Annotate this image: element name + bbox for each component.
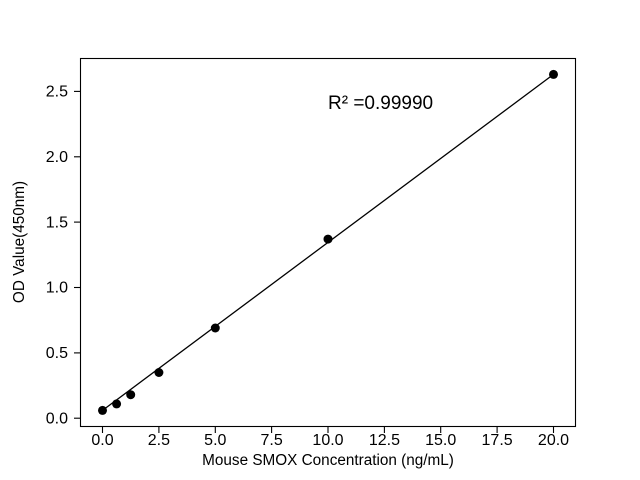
svg-text:2.0: 2.0 [46, 149, 68, 166]
svg-text:0.0: 0.0 [46, 411, 68, 428]
svg-text:7.5: 7.5 [260, 432, 282, 449]
svg-text:17.5: 17.5 [482, 432, 513, 449]
svg-text:10.0: 10.0 [312, 432, 343, 449]
svg-text:R² =0.99990: R² =0.99990 [328, 93, 433, 114]
svg-text:OD Value(450nm): OD Value(450nm) [11, 181, 28, 303]
svg-text:1.5: 1.5 [46, 214, 68, 231]
svg-text:2.5: 2.5 [46, 84, 68, 101]
svg-text:0.0: 0.0 [91, 432, 113, 449]
svg-text:12.5: 12.5 [369, 432, 400, 449]
svg-text:1.0: 1.0 [46, 280, 68, 297]
svg-text:2.5: 2.5 [148, 432, 170, 449]
svg-text:0.5: 0.5 [46, 345, 68, 362]
svg-text:15.0: 15.0 [425, 432, 456, 449]
svg-text:5.0: 5.0 [204, 432, 226, 449]
svg-text:20.0: 20.0 [538, 432, 569, 449]
svg-text:Mouse SMOX Concentration (ng/m: Mouse SMOX Concentration (ng/mL) [202, 452, 454, 469]
